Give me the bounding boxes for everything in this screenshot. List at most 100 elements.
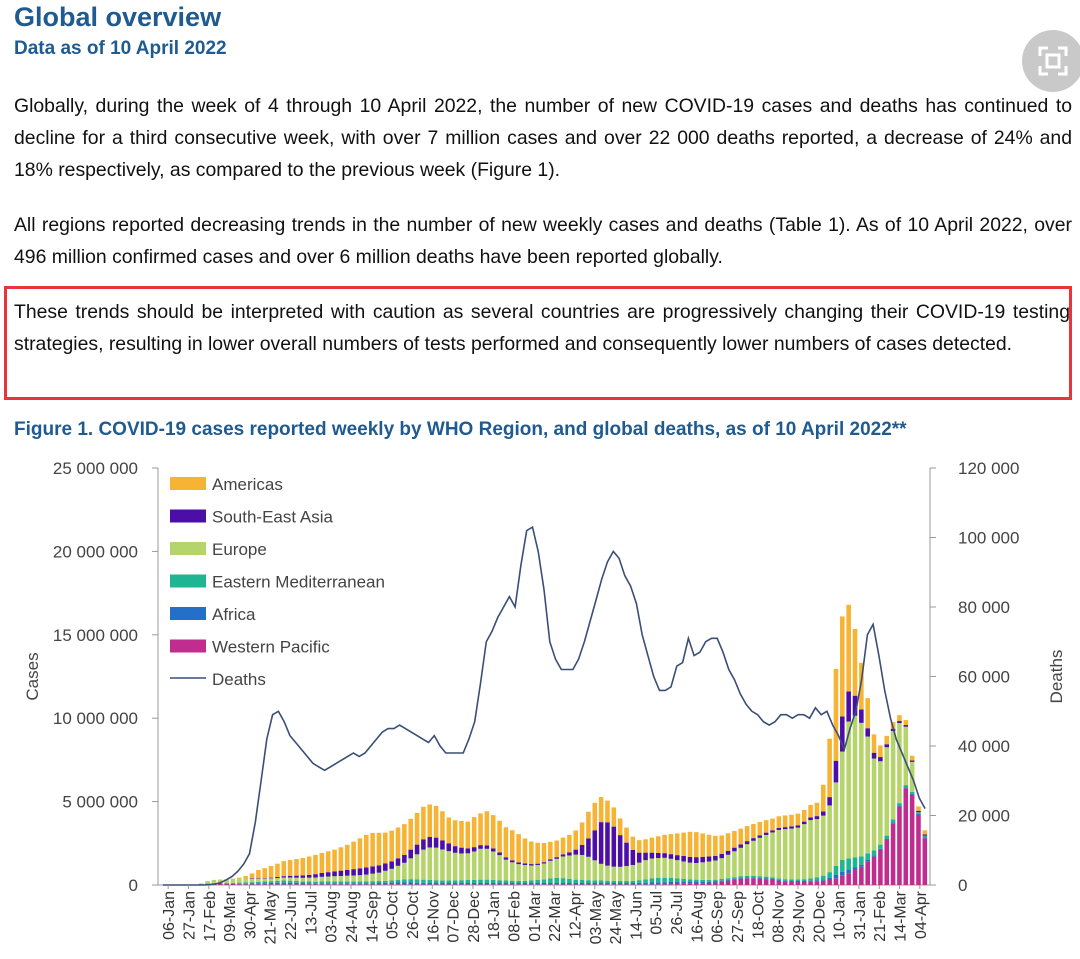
bar-americas [655, 836, 661, 853]
bar-eastern-mediterranean [363, 881, 369, 884]
expand-button[interactable] [1022, 30, 1080, 92]
bar-africa [916, 813, 921, 815]
x-tick-label: 21-May [263, 891, 280, 944]
legend-label: Eastern Mediterranean [212, 573, 385, 592]
bar-europe [605, 865, 610, 881]
bar-south-east-asia [662, 853, 667, 858]
bar-europe [681, 861, 686, 879]
bar-south-east-asia [573, 849, 579, 855]
bar-americas [840, 616, 845, 717]
bar-africa [820, 879, 826, 881]
bar-eastern-mediterranean [649, 878, 655, 883]
legend-swatch-europe [170, 542, 206, 555]
bar-europe [313, 877, 318, 882]
bar-americas [554, 840, 559, 858]
bar-americas [706, 834, 712, 857]
bar-western-pacific [884, 839, 890, 885]
bar-eastern-mediterranean [636, 880, 642, 883]
bar-europe [808, 820, 813, 879]
bar-western-pacific [579, 884, 585, 885]
bar-americas [852, 628, 858, 696]
x-tick-label: 05-Oct [385, 890, 402, 939]
bar-africa [249, 883, 255, 885]
bar-western-pacific [287, 884, 293, 885]
y2-tick-label: 0 [958, 876, 967, 895]
bar-americas [478, 813, 483, 846]
bar-south-east-asia [694, 857, 699, 863]
bar-europe [859, 722, 864, 857]
bar-south-east-asia [903, 725, 909, 727]
bar-western-pacific [725, 880, 731, 885]
bar-americas [567, 834, 572, 853]
bar-africa [376, 882, 382, 885]
bar-africa [452, 882, 458, 885]
y-tick-label: 15 000 000 [53, 626, 138, 645]
bar-europe [573, 854, 579, 880]
bar-europe [897, 723, 902, 804]
bar-south-east-asia [452, 846, 458, 853]
bar-western-pacific [668, 884, 674, 885]
bar-americas [630, 836, 636, 850]
legend-swatch-eastern-mediterranean [170, 574, 206, 588]
bar-europe [732, 851, 737, 878]
bar-africa [675, 881, 680, 884]
bar-eastern-mediterranean [446, 880, 452, 883]
bar-south-east-asia [675, 855, 680, 861]
bar-europe [827, 805, 832, 873]
bar-europe [713, 860, 718, 880]
covid-cases-chart: 0 5 000 000 10 000 000 15 000 000 20 000 000… [23, 459, 1066, 944]
bar-europe [617, 866, 623, 881]
bar-eastern-mediterranean [859, 856, 864, 865]
bar-americas [452, 820, 458, 847]
x-tick-label: 10-Jan [832, 891, 849, 940]
bar-africa [522, 882, 528, 885]
bar-africa [402, 882, 407, 885]
bar-south-east-asia [859, 709, 864, 723]
bar-western-pacific [383, 884, 388, 885]
bar-americas [738, 828, 744, 845]
x-tick-label: 01-Mar [527, 890, 544, 941]
bar-africa [909, 793, 915, 795]
bar-eastern-mediterranean [281, 880, 287, 883]
bar-south-east-asia [713, 855, 718, 861]
x-tick-label: 03-May [588, 891, 605, 944]
bar-south-east-asia [725, 850, 731, 855]
bar-south-east-asia [541, 862, 547, 864]
bar-europe [490, 851, 496, 880]
bar-africa [732, 878, 737, 880]
bar-western-pacific [262, 884, 268, 885]
bar-western-pacific [916, 814, 921, 885]
bar-western-pacific [738, 878, 744, 885]
bar-eastern-mediterranean [814, 877, 820, 881]
bar-americas [751, 823, 756, 839]
bar-eastern-mediterranean [433, 880, 439, 883]
bar-americas [675, 833, 680, 856]
bar-americas [903, 720, 909, 726]
bar-europe [414, 854, 420, 880]
bar-europe [383, 870, 388, 881]
bar-africa [694, 881, 699, 884]
bar-americas [383, 832, 388, 864]
bar-south-east-asia [776, 827, 782, 830]
bar-africa [421, 882, 426, 885]
bar-africa [395, 882, 401, 885]
bar-western-pacific [497, 884, 502, 885]
x-tick-label: 24-May [608, 891, 625, 944]
bar-europe [757, 837, 763, 877]
bar-europe [801, 824, 807, 880]
bar-western-pacific [859, 866, 864, 885]
bar-africa [744, 877, 750, 879]
bar-americas [884, 735, 890, 745]
bar-eastern-mediterranean [751, 875, 756, 878]
bar-eastern-mediterranean [573, 879, 579, 883]
bar-africa [484, 882, 490, 885]
bar-africa [363, 883, 369, 885]
bar-americas [617, 818, 623, 836]
bar-south-east-asia [313, 874, 318, 878]
bar-south-east-asia [801, 821, 807, 825]
bar-eastern-mediterranean [732, 877, 737, 879]
bar-africa [827, 877, 832, 880]
bar-eastern-mediterranean [313, 881, 318, 884]
bar-americas [820, 784, 826, 812]
bar-africa [351, 883, 356, 885]
